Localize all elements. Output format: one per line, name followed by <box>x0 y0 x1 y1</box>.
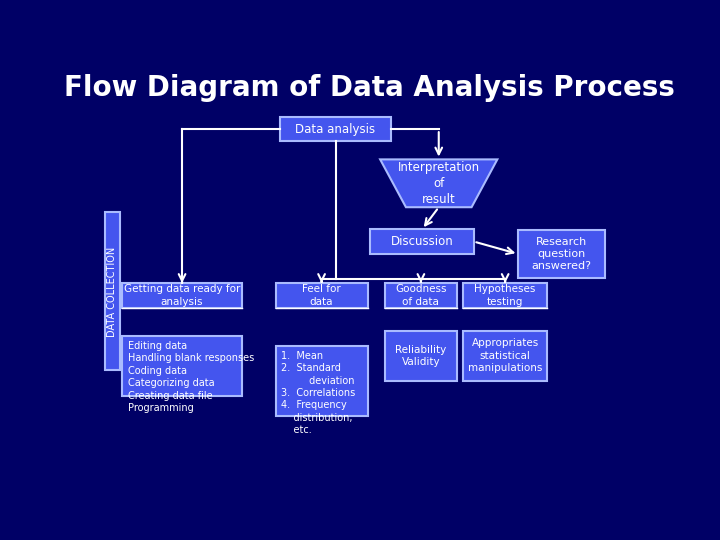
FancyBboxPatch shape <box>122 336 242 396</box>
FancyBboxPatch shape <box>276 283 368 308</box>
Text: DATA COLLECTION: DATA COLLECTION <box>107 246 117 336</box>
Polygon shape <box>380 159 498 207</box>
FancyBboxPatch shape <box>384 283 457 308</box>
FancyBboxPatch shape <box>122 283 242 308</box>
FancyBboxPatch shape <box>463 283 547 308</box>
Text: 1.  Mean
2.  Standard
         deviation
3.  Correlations
4.  Frequency
    dist: 1. Mean 2. Standard deviation 3. Correla… <box>281 351 356 435</box>
Text: Interpretation
of
result: Interpretation of result <box>397 161 480 206</box>
Text: Flow Diagram of Data Analysis Process: Flow Diagram of Data Analysis Process <box>63 73 675 102</box>
Text: Discussion: Discussion <box>391 235 454 248</box>
FancyBboxPatch shape <box>104 212 120 370</box>
FancyBboxPatch shape <box>384 331 457 381</box>
FancyBboxPatch shape <box>276 346 368 416</box>
Text: Editing data
Handling blank responses
Coding data
Categorizing data
Creating dat: Editing data Handling blank responses Co… <box>127 341 254 413</box>
Text: Reliability
Validity: Reliability Validity <box>395 345 446 367</box>
Text: Hypotheses
testing: Hypotheses testing <box>474 285 536 307</box>
Text: Data analysis: Data analysis <box>295 123 376 136</box>
FancyBboxPatch shape <box>518 230 605 278</box>
Text: Research
question
answered?: Research question answered? <box>531 237 592 272</box>
FancyBboxPatch shape <box>279 117 392 141</box>
FancyBboxPatch shape <box>463 331 547 381</box>
Text: Getting data ready for
analysis: Getting data ready for analysis <box>124 285 240 307</box>
Text: Feel for
data: Feel for data <box>302 285 341 307</box>
Text: Appropriates
statistical
manipulations: Appropriates statistical manipulations <box>468 339 542 373</box>
Text: Goodness
of data: Goodness of data <box>395 285 446 307</box>
FancyBboxPatch shape <box>370 230 474 254</box>
